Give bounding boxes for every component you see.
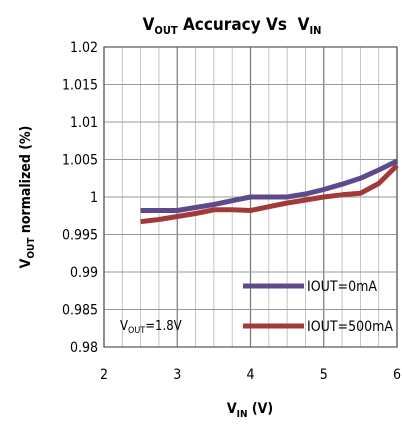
y-tick-label: 0.98	[70, 340, 98, 356]
x-axis-label: VIN (V)	[227, 401, 273, 420]
title-middle: Accuracy Vs V	[178, 15, 310, 35]
x-tick-label: 3	[173, 367, 181, 383]
annotation-vout: VOUT=1.8V	[120, 319, 182, 336]
series-group	[140, 158, 399, 225]
title-prefix: V	[143, 15, 155, 35]
x-tick-label: 4	[246, 367, 254, 383]
x-tick-label: 6	[393, 367, 401, 383]
y-tick-label: 1.02	[70, 40, 98, 56]
x-tick-label: 5	[320, 367, 328, 383]
xlabel-rest: (V)	[247, 401, 273, 417]
y-axis-label: VOUT normalized (%)	[18, 126, 37, 269]
ylabel-main: V	[18, 258, 34, 268]
y-tick-label: 1.005	[62, 153, 98, 169]
plot-frame	[103, 46, 398, 348]
y-tick-label: 1.01	[70, 115, 98, 131]
tick-labels: 2 3 4 5 6 1.02 1.015 1.01 1.005 1 0.995 0.99 0.985 0.…	[62, 40, 401, 383]
annot-sub: OUT	[128, 326, 145, 336]
legend-label-1: IOUT=500mA	[307, 319, 393, 335]
ylabel-sub: OUT	[26, 237, 37, 259]
series-line-1	[140, 163, 399, 225]
xlabel-main: V	[227, 401, 237, 417]
y-tick-label: 1.015	[62, 78, 98, 94]
x-tick-label: 2	[100, 367, 108, 383]
title-suffix-sub: IN	[309, 24, 321, 37]
legend-label-0: IOUT=0mA	[307, 279, 377, 295]
y-tick-label: 0.99	[70, 265, 98, 281]
xlabel-sub: IN	[237, 409, 248, 420]
y-tick-label: 1	[90, 190, 98, 206]
y-tick-label: 0.995	[62, 228, 98, 244]
ylabel-rest: normalized (%)	[18, 126, 34, 238]
chart-title: VOUT Accuracy Vs VIN	[143, 15, 322, 37]
title-prefix-sub: OUT	[154, 24, 177, 37]
legend: IOUT=0mA IOUT=500mA	[243, 279, 393, 335]
annot-rest: =1.8V	[145, 319, 181, 334]
annot-main: V	[120, 319, 128, 334]
y-tick-label: 0.985	[62, 303, 98, 319]
series-line-0	[140, 158, 399, 213]
